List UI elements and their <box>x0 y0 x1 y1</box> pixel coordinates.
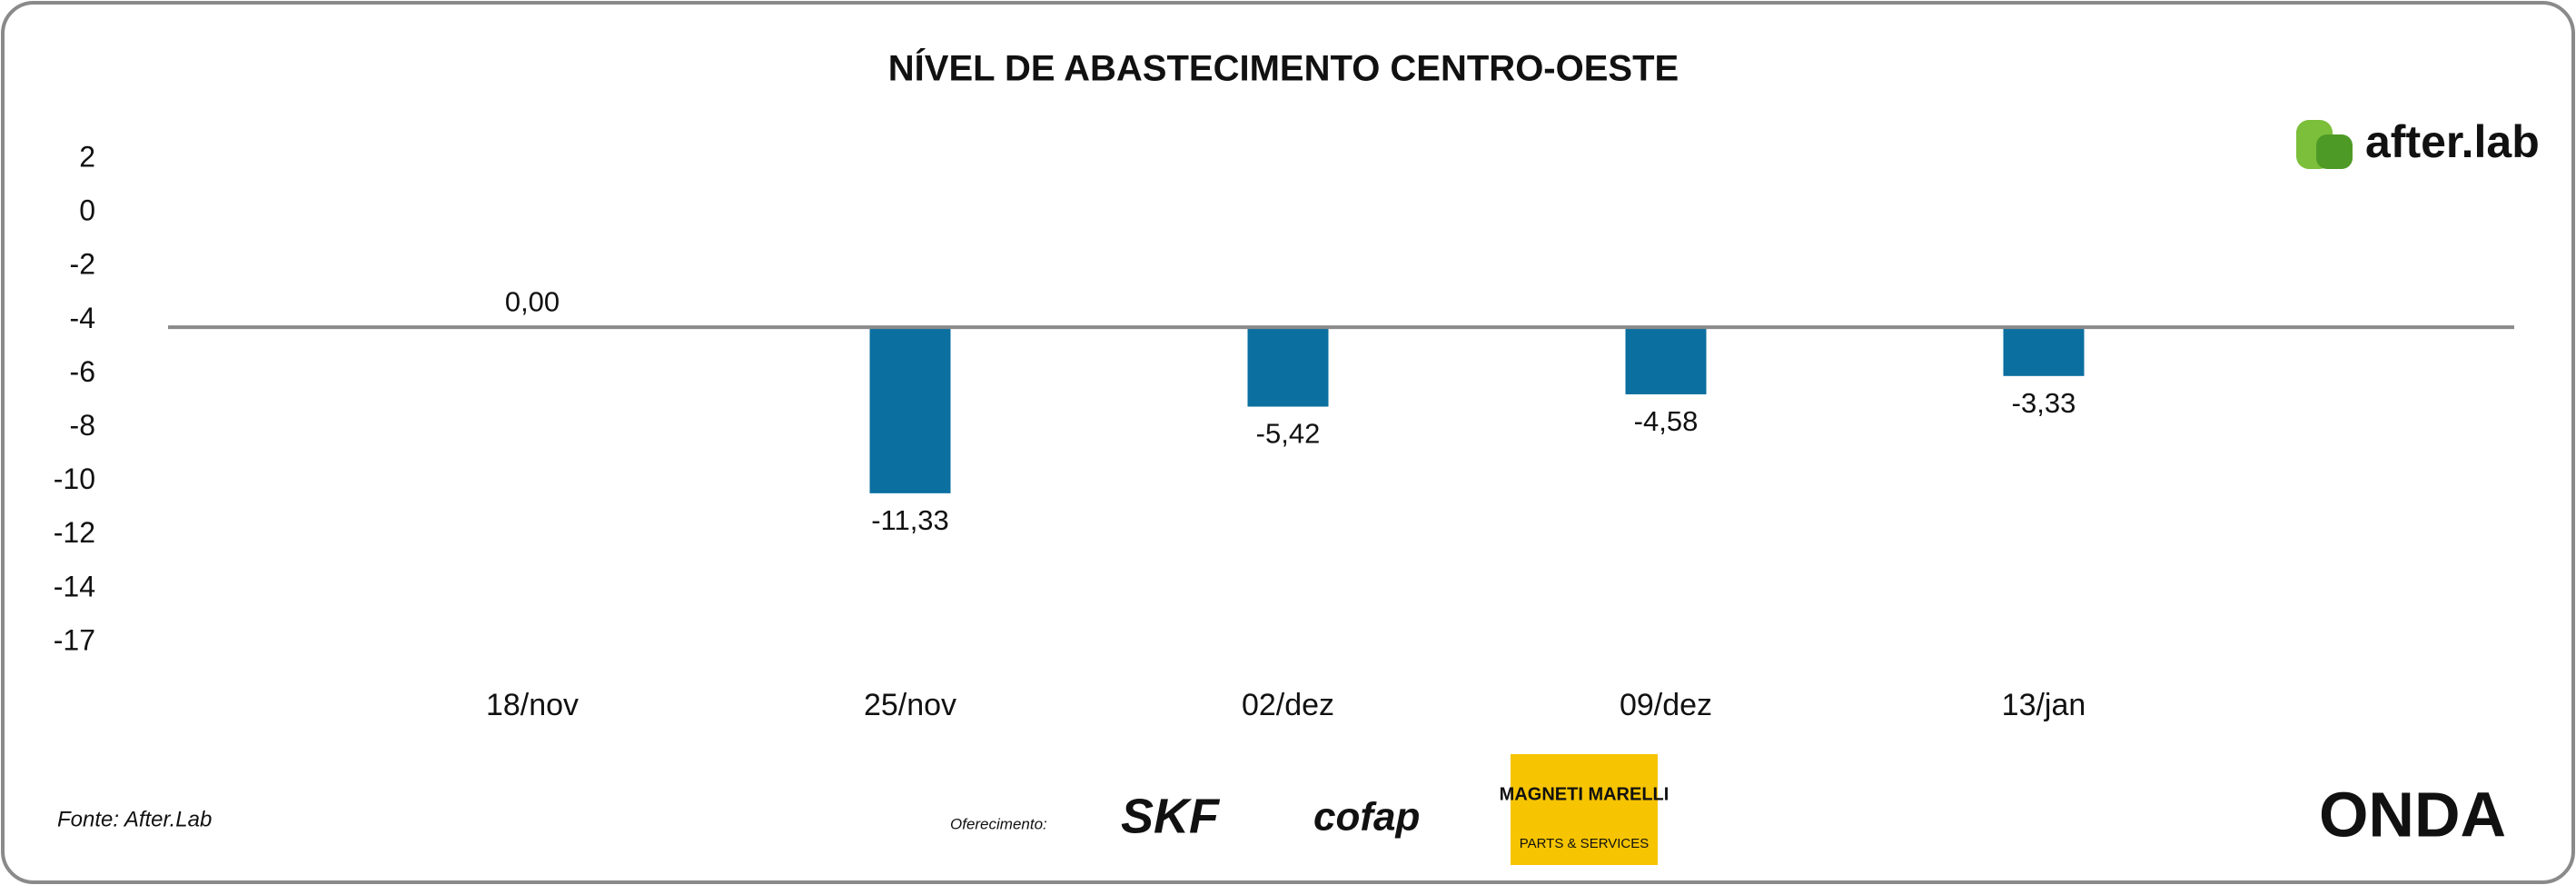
magneti-sub: PARTS & SERVICES <box>1520 836 1650 851</box>
logo-shape <box>2316 134 2353 169</box>
y-axis-label: -4 <box>70 302 95 334</box>
y-axis-label: -10 <box>54 462 95 495</box>
x-tick-label: 18/nov <box>486 688 579 722</box>
onda-logo: ONDA <box>2319 779 2506 850</box>
source: Fonte: After.Lab <box>57 807 212 831</box>
y-axis-label: -17 <box>54 623 95 656</box>
y-axis-label: -8 <box>70 409 95 442</box>
y-axis-label: -6 <box>70 355 95 388</box>
skf-logo: SKF <box>1121 789 1221 843</box>
sponsor-label: Oferecimento: <box>950 815 1047 832</box>
data-label: 0,00 <box>505 285 560 317</box>
y-axis-label: -2 <box>70 248 95 281</box>
y-axis-label: 2 <box>79 140 95 173</box>
bar <box>1625 327 1707 394</box>
after-lab-logo: after.lab <box>2296 116 2540 169</box>
x-tick-label: 13/jan <box>2002 688 2086 722</box>
x-tick-label: 09/dez <box>1620 688 1712 722</box>
magneti-logo: MAGNETI MARELLI <box>1500 784 1669 804</box>
y-axis-label: -14 <box>54 570 95 602</box>
data-label: -3,33 <box>2012 387 2076 419</box>
x-tick-label: 25/nov <box>864 688 956 722</box>
brand-logo: after.lab <box>2365 116 2540 167</box>
bar <box>2003 327 2085 376</box>
bar <box>869 327 951 493</box>
x-tick-label: 02/dez <box>1242 688 1334 722</box>
data-label: -5,42 <box>1256 418 1321 450</box>
chart-title: NÍVEL DE ABASTECIMENTO CENTRO-OESTE <box>888 48 1679 89</box>
cofap-logo: cofap <box>1313 795 1420 840</box>
y-axis-label: -12 <box>54 516 95 549</box>
y-axis-label: 0 <box>79 194 95 227</box>
data-label: -4,58 <box>1634 405 1699 437</box>
bar <box>1247 327 1329 407</box>
data-label: -11,33 <box>871 504 949 536</box>
magneti-box <box>1511 754 1658 865</box>
